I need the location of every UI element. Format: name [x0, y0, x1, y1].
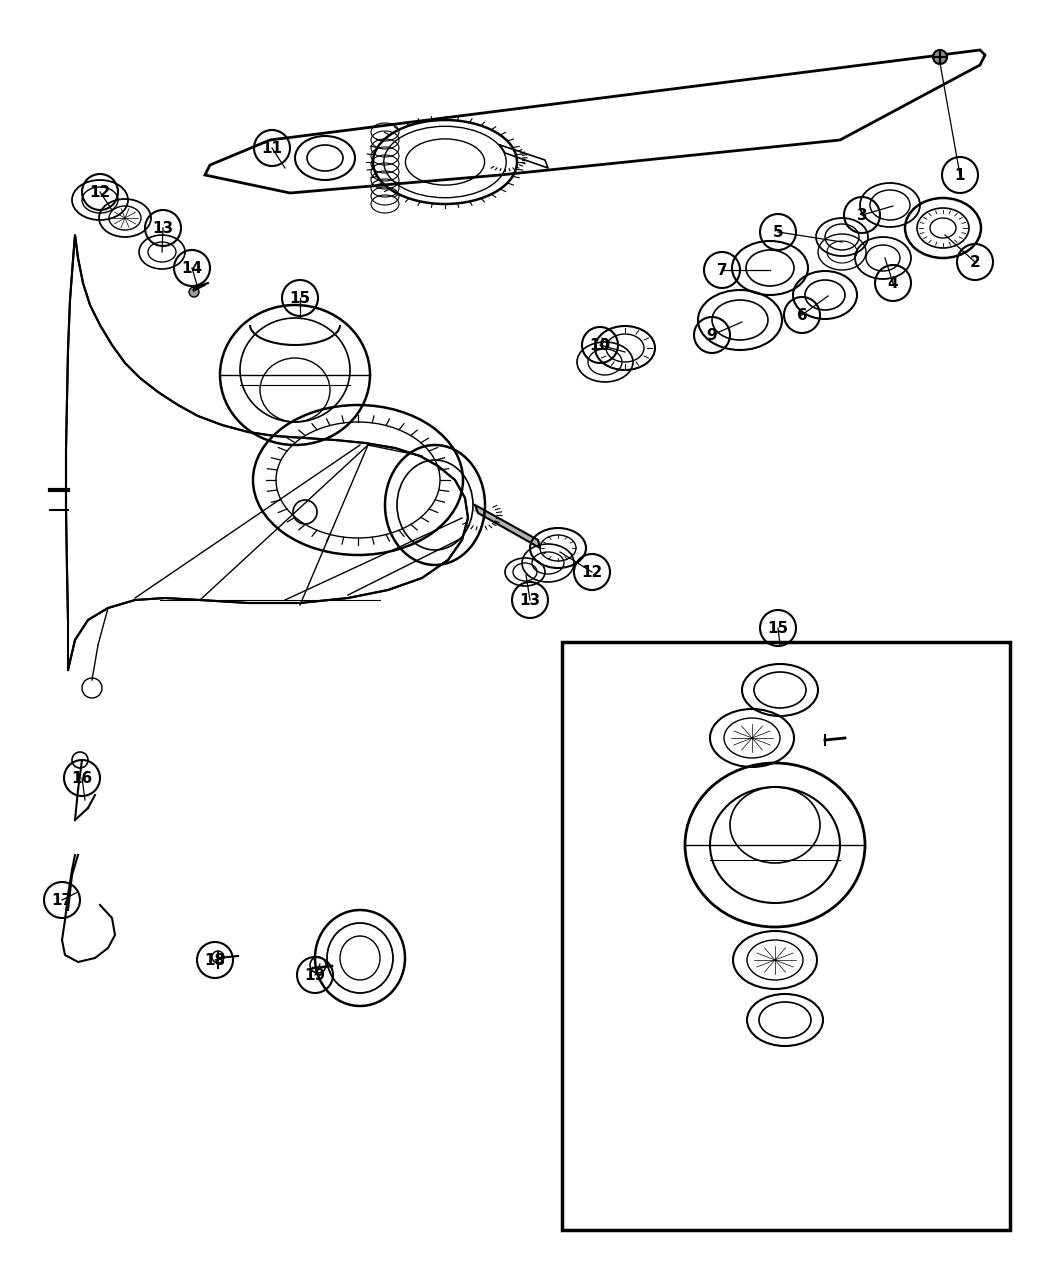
- Text: 13: 13: [152, 220, 174, 236]
- Text: 15: 15: [289, 290, 310, 306]
- Text: 15: 15: [767, 620, 788, 635]
- Text: 4: 4: [888, 275, 898, 290]
- Text: 13: 13: [520, 592, 541, 607]
- Text: 17: 17: [51, 892, 72, 908]
- Text: 2: 2: [969, 255, 980, 270]
- Text: 6: 6: [796, 308, 807, 322]
- Circle shape: [189, 286, 199, 297]
- Text: 3: 3: [856, 207, 868, 223]
- Text: 19: 19: [304, 967, 326, 983]
- Text: 12: 12: [89, 185, 111, 200]
- Text: 10: 10: [589, 337, 611, 353]
- Text: 11: 11: [262, 140, 283, 155]
- Text: 16: 16: [71, 770, 92, 785]
- Text: 7: 7: [717, 262, 727, 278]
- Bar: [562, 642, 1010, 1230]
- Circle shape: [933, 50, 947, 64]
- Text: 18: 18: [204, 952, 225, 967]
- Text: 1: 1: [955, 168, 965, 182]
- Text: 9: 9: [706, 327, 717, 342]
- Text: 14: 14: [181, 261, 202, 275]
- Text: 5: 5: [772, 224, 783, 239]
- Text: 12: 12: [582, 564, 603, 579]
